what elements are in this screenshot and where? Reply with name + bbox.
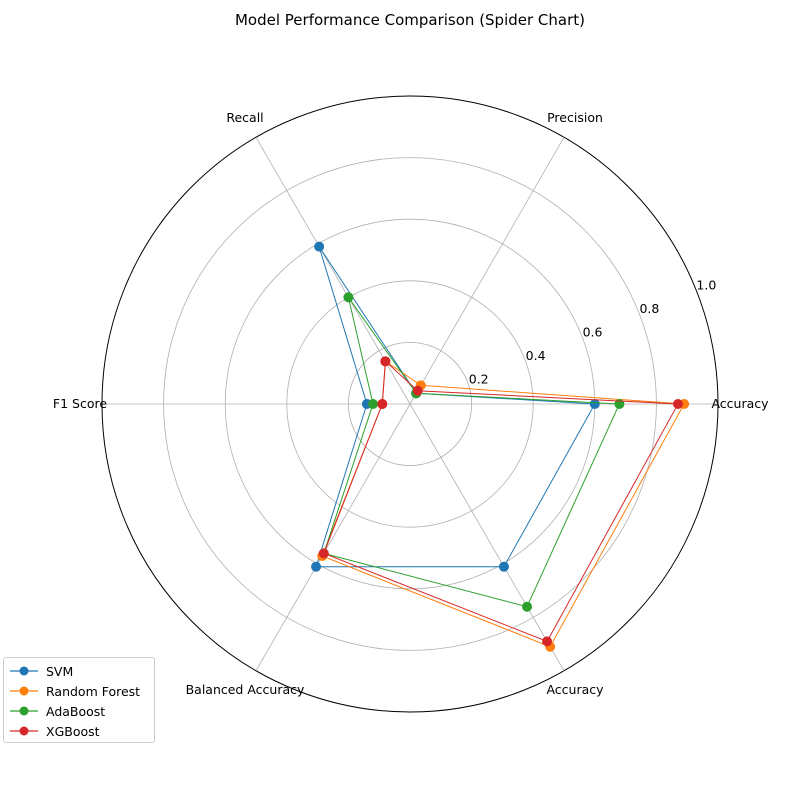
spoke-gridline	[409, 137, 565, 405]
radial-tick-label: 0.4	[526, 348, 546, 363]
grid-layer	[101, 95, 719, 713]
radial-tick-label: 1.0	[696, 277, 716, 292]
legend-swatch	[10, 726, 38, 736]
data-point	[318, 548, 329, 559]
data-point	[614, 399, 625, 409]
legend-swatch	[10, 666, 38, 676]
legend-label: AdaBoost	[46, 703, 106, 719]
data-point	[412, 385, 423, 396]
legend: SVM Random Forest AdaBoost XGBoost	[3, 657, 155, 743]
series-adaboost	[318, 292, 625, 612]
data-point	[498, 561, 509, 572]
axis-label: Recall	[226, 110, 263, 125]
radial-tick-label: 0.8	[639, 301, 659, 316]
legend-item: SVM	[4, 661, 154, 681]
chart-title: Model Performance Comparison (Spider Cha…	[235, 11, 585, 29]
axis-label: F1 Score	[53, 396, 107, 411]
data-point	[380, 356, 391, 367]
legend-label: XGBoost	[46, 723, 100, 739]
series-line	[323, 297, 621, 608]
spoke-gridline	[255, 403, 411, 671]
label-layer: 0.2 0.4 0.6 0.8 1.0 Accuracy Precision Recall F1…	[53, 110, 769, 697]
data-point	[377, 399, 388, 409]
series-layer	[311, 241, 690, 652]
legend-label: SVM	[46, 663, 74, 679]
legend-item: AdaBoost	[4, 701, 154, 721]
legend-item: Random Forest	[4, 681, 154, 701]
data-point	[522, 601, 533, 612]
axis-label: Balanced Accuracy	[186, 682, 305, 697]
radial-tick-label: 0.6	[583, 325, 603, 340]
legend-swatch	[10, 686, 38, 696]
axis-label: Accuracy	[546, 682, 604, 697]
axis-label: Precision	[547, 110, 603, 125]
legend-item: XGBoost	[4, 721, 154, 741]
spoke-gridline	[409, 403, 565, 671]
data-point	[542, 636, 553, 647]
axis-label: Accuracy	[711, 396, 769, 411]
data-point	[343, 292, 354, 303]
series-xgboost	[318, 356, 683, 647]
data-point	[311, 561, 322, 572]
legend-label: Random Forest	[46, 683, 141, 699]
legend-swatch	[10, 706, 38, 716]
data-point	[672, 399, 683, 409]
data-point	[314, 241, 325, 252]
data-point	[589, 399, 600, 409]
radial-tick-label: 0.2	[469, 372, 489, 387]
data-point	[368, 399, 379, 409]
